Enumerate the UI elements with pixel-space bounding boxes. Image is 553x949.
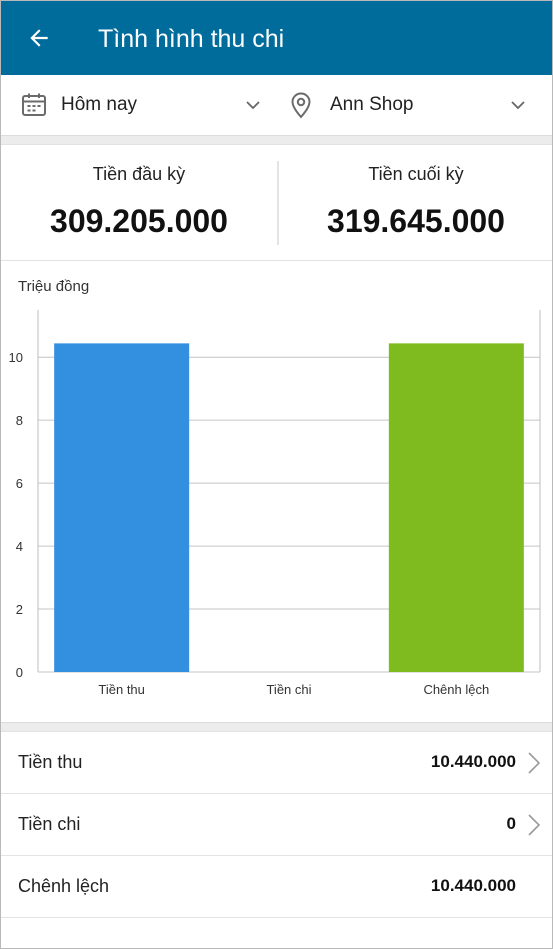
closing-balance: Tiền cuối kỳ 319.645.000 xyxy=(278,145,552,261)
chevron-down-icon xyxy=(511,101,525,110)
closing-balance-value: 319.645.000 xyxy=(327,203,505,239)
chart-bars xyxy=(54,343,524,672)
y-tick-label: 0 xyxy=(16,665,23,680)
summary-value: 10.440.000 xyxy=(430,752,516,771)
y-tick-label: 6 xyxy=(16,476,23,491)
chevron-right-icon xyxy=(528,814,541,836)
y-tick-label: 10 xyxy=(9,350,23,365)
balance-divider xyxy=(277,161,279,245)
balance-summary: Tiền đầu kỳ 309.205.000 Tiền cuối kỳ 319… xyxy=(1,145,552,261)
y-tick-label: 2 xyxy=(16,602,23,617)
location-pin-icon xyxy=(291,92,311,119)
bar xyxy=(388,343,524,672)
chart-unit-label: Triệu đồng xyxy=(18,278,89,295)
summary-label: Tiền thu xyxy=(18,752,83,772)
y-tick-label: 4 xyxy=(16,539,23,554)
filter-bar: Hôm nay Ann Shop xyxy=(1,75,552,135)
section-divider xyxy=(1,722,552,732)
income-expense-chart: Triệu đồng 0 2 4 6 8 10 Tiền thu Tiền chi Chênh… xyxy=(1,262,552,722)
x-tick-label: Tiền chi xyxy=(266,682,311,697)
section-divider xyxy=(1,135,552,145)
bar-chart: Triệu đồng 0 2 4 6 8 10 Tiền thu Tiền chi Chênh… xyxy=(9,278,541,697)
calendar-icon xyxy=(22,93,46,116)
y-tick-label: 8 xyxy=(16,413,23,428)
arrow-left-icon xyxy=(30,29,48,47)
summary-value: 10.440.000 xyxy=(430,876,516,895)
closing-balance-label: Tiền cuối kỳ xyxy=(368,164,464,184)
page-title: Tình hình thu chi xyxy=(98,25,285,53)
x-tick-label: Tiền thu xyxy=(98,682,145,697)
opening-balance-label: Tiền đầu kỳ xyxy=(92,164,186,184)
app-bar: Tình hình thu chi xyxy=(1,1,552,75)
opening-balance: Tiền đầu kỳ 309.205.000 xyxy=(1,145,277,261)
x-tick-label: Chênh lệch xyxy=(423,682,489,697)
summary-row-expense[interactable]: Tiền chi 0 xyxy=(1,794,552,856)
chevron-right-icon xyxy=(528,752,541,774)
summary-label: Tiền chi xyxy=(18,814,81,834)
chart-x-axis: Tiền thu Tiền chi Chênh lệch xyxy=(98,682,489,697)
summary-row-difference: Chênh lệch 10.440.000 xyxy=(1,856,552,918)
shop-label: Ann Shop xyxy=(330,94,414,115)
bar xyxy=(54,343,190,672)
summary-value: 0 xyxy=(506,814,516,833)
shop-dropdown[interactable]: Ann Shop xyxy=(277,75,552,135)
period-label: Hôm nay xyxy=(61,94,138,115)
period-dropdown[interactable]: Hôm nay xyxy=(1,75,277,135)
opening-balance-value: 309.205.000 xyxy=(50,203,228,239)
chevron-down-icon xyxy=(246,101,260,110)
summary-row-income[interactable]: Tiền thu 10.440.000 xyxy=(1,732,552,794)
summary-label: Chênh lệch xyxy=(18,876,110,896)
chart-y-axis: 0 2 4 6 8 10 xyxy=(9,350,23,680)
back-button[interactable] xyxy=(21,20,57,56)
